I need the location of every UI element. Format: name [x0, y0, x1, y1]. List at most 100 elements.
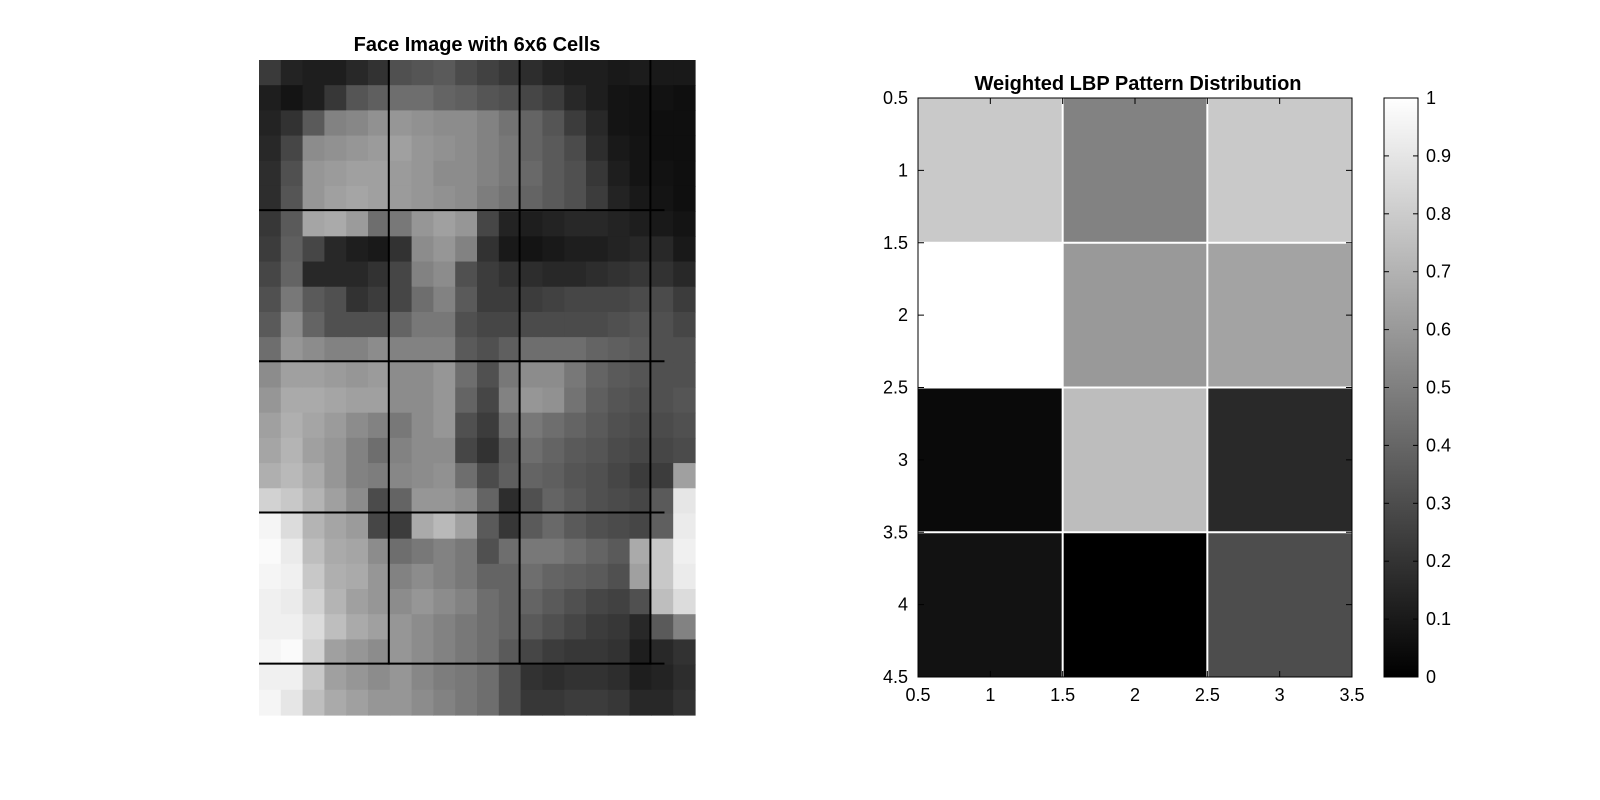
- face-pixel: [498, 211, 522, 237]
- face-pixel: [586, 589, 609, 615]
- face-pixel: [411, 211, 434, 237]
- colorbar-ticks: 0 0.1 0.2 0.3 0.4 0.5 0.6 0.7 0.8 0.9 1: [1384, 88, 1451, 687]
- face-pixel: [586, 85, 609, 111]
- face-pixel: [651, 488, 674, 515]
- face-pixel: [259, 412, 282, 439]
- face-pixel: [433, 463, 456, 489]
- face-pixel: [586, 337, 609, 363]
- face-pixel: [673, 463, 696, 489]
- y-tick-label: 1.5: [883, 233, 908, 253]
- face-pixel: [259, 85, 282, 111]
- face-pixel: [651, 387, 674, 414]
- colorbar-tick-label: 0: [1426, 667, 1436, 687]
- face-pixel: [629, 689, 652, 716]
- face-pixel: [324, 412, 347, 439]
- face-pixel: [259, 513, 282, 540]
- y-tick-label: 4: [898, 595, 908, 615]
- face-pixel: [324, 236, 347, 263]
- face-pixel: [651, 311, 674, 338]
- face-pixel: [259, 185, 282, 212]
- face-pixel: [389, 513, 413, 540]
- face-pixel: [498, 463, 522, 489]
- face-pixel: [302, 412, 325, 439]
- face-pixel: [280, 211, 304, 237]
- face-pixel: [586, 664, 609, 691]
- face-pixel: [368, 286, 391, 313]
- face-pixel: [673, 437, 696, 464]
- face-pixel: [433, 135, 456, 162]
- face-pixel: [629, 85, 652, 111]
- face-pixel: [324, 614, 347, 641]
- face-pixel: [477, 513, 500, 540]
- face-pixel: [673, 563, 696, 590]
- face-pixel: [564, 689, 587, 716]
- face-pixel: [302, 60, 325, 86]
- face-pixel: [477, 135, 500, 162]
- face-pixel: [520, 563, 543, 590]
- face-pixel: [324, 110, 347, 137]
- face-pixel: [455, 614, 478, 641]
- face-pixel: [455, 85, 478, 111]
- lbp-cell: [1062, 387, 1208, 533]
- colorbar-tick-label: 0.3: [1426, 493, 1451, 513]
- face-pixel: [389, 639, 413, 666]
- face-pixel: [542, 563, 565, 590]
- face-pixel: [564, 110, 587, 137]
- face-pixel: [389, 85, 413, 111]
- face-pixel: [302, 185, 325, 212]
- face-pixel: [673, 160, 696, 187]
- face-pixel: [346, 437, 369, 464]
- face-pixel: [280, 160, 304, 187]
- face-pixel: [586, 362, 609, 389]
- face-image-title: Face Image with 6x6 Cells: [354, 34, 601, 56]
- face-pixel: [586, 463, 609, 489]
- face-pixel: [280, 412, 304, 439]
- face-pixel: [433, 160, 456, 187]
- face-pixel: [324, 160, 347, 187]
- face-pixel: [433, 437, 456, 464]
- y-tick-label: 3.5: [883, 522, 908, 542]
- face-pixel: [629, 513, 652, 540]
- face-pixel: [389, 563, 413, 590]
- face-pixel: [280, 488, 304, 515]
- face-pixel: [455, 387, 478, 414]
- face-pixel: [477, 362, 500, 389]
- face-pixel: [542, 362, 565, 389]
- lbp-cell: [1062, 532, 1208, 677]
- face-pixel: [324, 488, 347, 515]
- face-pixel: [477, 85, 500, 111]
- face-pixel: [673, 185, 696, 212]
- face-pixel: [586, 311, 609, 338]
- face-pixel: [564, 286, 587, 313]
- face-pixel: [346, 387, 369, 414]
- face-pixel: [673, 286, 696, 313]
- face-pixel: [564, 664, 587, 691]
- face-pixel: [346, 664, 369, 691]
- face-pixel: [433, 211, 456, 237]
- face-pixel: [477, 412, 500, 439]
- face-pixel: [542, 639, 565, 666]
- face-pixel: [629, 563, 652, 590]
- face-pixel: [389, 135, 413, 162]
- face-pixel: [411, 463, 434, 489]
- face-pixel: [498, 286, 522, 313]
- face-pixel: [673, 664, 696, 691]
- face-pixel: [302, 538, 325, 565]
- colorbar-tick-label: 0.8: [1426, 204, 1451, 224]
- face-pixel: [280, 236, 304, 263]
- face-pixel: [607, 185, 631, 212]
- face-pixel: [324, 463, 347, 489]
- face-pixel: [411, 236, 434, 263]
- face-pixel: [673, 337, 696, 363]
- face-pixel: [477, 488, 500, 515]
- face-pixel: [411, 110, 434, 137]
- face-pixel: [411, 437, 434, 464]
- face-pixel: [586, 261, 609, 288]
- face-pixel: [302, 236, 325, 263]
- face-pixel: [280, 286, 304, 313]
- face-pixel: [346, 85, 369, 111]
- face-pixel: [607, 437, 631, 464]
- face-pixel: [651, 261, 674, 288]
- face-pixel: [368, 589, 391, 615]
- face-pixel: [389, 110, 413, 137]
